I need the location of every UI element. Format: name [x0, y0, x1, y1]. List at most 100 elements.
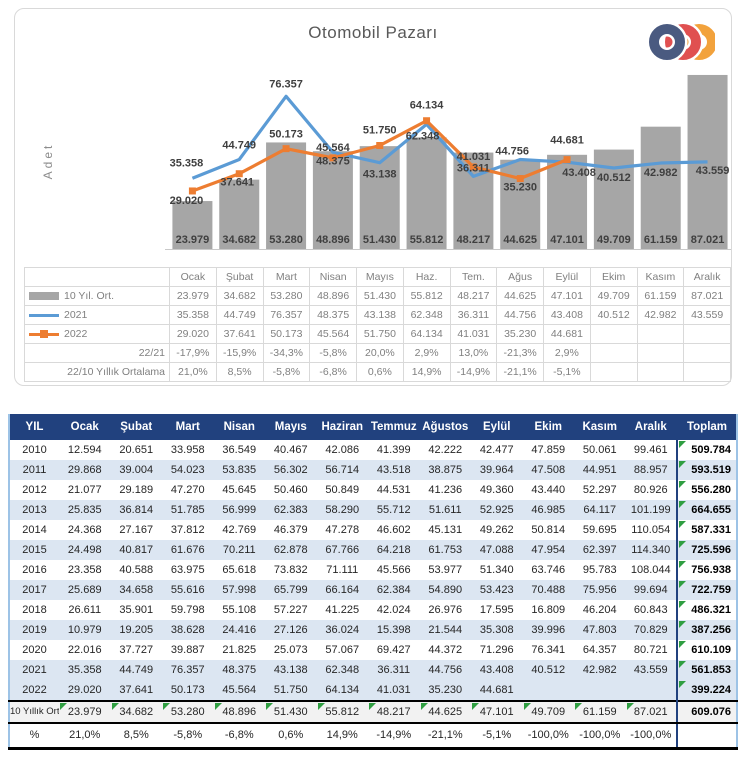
month-value-cell: 24.368: [67, 524, 102, 536]
total-cell: 610.109: [676, 640, 737, 660]
marker-2022: [516, 175, 524, 183]
legend-series-row: 2021 35.358 44.749 76.357 48.375 43.138 62.348…: [24, 305, 731, 325]
month-value-cell: 23.358: [67, 564, 102, 576]
legend-value-cell: 49.709: [589, 286, 638, 306]
label-2022: 41.031: [457, 151, 491, 163]
yearly-column-header: Mayıs: [265, 414, 317, 440]
flag-triangle-icon: [679, 621, 686, 628]
legend-value-cell: 42.982: [636, 305, 685, 325]
line-legend-key-icon: [29, 313, 59, 317]
legend-series-name: 2021: [64, 309, 88, 321]
legend-value-cell: 40.512: [589, 305, 638, 325]
month-value-cell: 42.982: [574, 660, 626, 680]
comparison-value-cell: -15,9%: [215, 343, 264, 363]
label-2021: 43.559: [696, 165, 730, 177]
legend-value-cell: 50.173: [262, 324, 311, 344]
flag-triangle-icon: [679, 501, 686, 508]
total-cell: 509.784: [676, 440, 737, 460]
month-value-cell: 43.138: [265, 660, 317, 680]
month-value-cell: 45.131: [428, 524, 463, 536]
legend-corner-cell: [24, 267, 170, 287]
comparison-value-cell: 0,6%: [356, 362, 404, 382]
label-2022: 35.230: [503, 182, 537, 194]
month-value-cell: 50.849: [325, 484, 360, 496]
year-cell: 2016: [22, 564, 47, 576]
month-value-cell: 99.461: [633, 444, 668, 456]
month-value-cell: 41.236: [428, 484, 463, 496]
month-value-cell: 39.996: [522, 620, 574, 640]
legend-value-cell: 43.559: [683, 305, 731, 325]
yearly-column-header: Ekim: [522, 414, 574, 440]
avg-value-cell: 23.979: [59, 700, 111, 724]
label-2022: 50.173: [269, 129, 303, 141]
year-cell: 2021: [9, 660, 59, 680]
total-cell: 664.655: [676, 500, 737, 520]
label-2022: 45.564: [316, 142, 351, 154]
month-value-cell: 61.753: [419, 540, 471, 560]
bar-data-label: 47.101: [550, 234, 584, 246]
month-value-cell: 71.296: [479, 644, 514, 656]
legend-value-cell: 48.217: [449, 286, 498, 306]
month-value-cell: 71.111: [326, 564, 359, 576]
flag-triangle-icon: [679, 541, 686, 548]
month-value-cell: 42.222: [428, 444, 463, 456]
month-value-cell: [625, 680, 677, 701]
month-value-cell: 57.227: [273, 604, 308, 616]
legend-value-cell: 47.101: [543, 286, 591, 306]
month-value-cell: 40.512: [522, 660, 574, 680]
legend-month-header: Ağus: [496, 267, 544, 287]
total-cell: 486.321: [676, 600, 737, 620]
legend-series-name: 2022: [64, 328, 88, 340]
legend-value-cell: 44.756: [496, 305, 544, 325]
avg-value-cell: 34.682: [110, 700, 162, 724]
month-value-cell: 26.976: [428, 604, 463, 616]
label-2021: 44.749: [222, 140, 256, 152]
month-value-cell: 108.044: [630, 564, 671, 576]
avg-value-cell: 55.812: [316, 700, 368, 724]
month-value-cell: 25.073: [273, 644, 308, 656]
label-2022: 51.750: [363, 125, 397, 137]
month-value-cell: 47.508: [522, 460, 574, 480]
legend-value-cell: 53.280: [262, 286, 311, 306]
total-cell: 387.256: [676, 620, 737, 640]
avg-value-cell: 53.280: [162, 700, 214, 724]
avg-value-cell: 49.709: [522, 700, 574, 724]
flag-triangle-icon: [679, 641, 686, 648]
bar-data-label: 48.896: [316, 234, 350, 246]
month-value-cell: 19.205: [110, 620, 162, 640]
month-value-cell: 44.749: [110, 660, 162, 680]
label-2021: 36.311: [457, 162, 490, 174]
legend-month-header: Aralık: [683, 267, 731, 287]
comparison-value-cell: -5,1%: [543, 362, 591, 382]
legend-series-label: 10 Yıl. Ort.: [24, 286, 170, 306]
flag-triangle-icon: [60, 703, 67, 710]
month-value-cell: 10.979: [59, 620, 111, 640]
yearly-column-header: Ocak: [59, 414, 111, 440]
comparison-value-cell: -34,3%: [262, 343, 311, 363]
month-value-cell: 58.290: [316, 500, 368, 520]
month-value-cell: 54.890: [419, 580, 471, 600]
month-value-cell: 39.887: [170, 644, 205, 656]
legend-value-cell: 45.564: [309, 324, 357, 344]
legend-value-cell: 41.031: [449, 324, 498, 344]
label-2021: 44.756: [495, 145, 529, 157]
month-value-cell: 70.829: [625, 620, 677, 640]
month-value-cell: 64.357: [582, 644, 617, 656]
year-cell: 2017: [9, 580, 59, 600]
month-value-cell: 47.278: [325, 524, 360, 536]
month-value-cell: 42.024: [376, 604, 411, 616]
month-value-cell: 53.977: [428, 564, 463, 576]
month-value-cell: 50.173: [162, 680, 214, 701]
flag-triangle-icon: [679, 461, 686, 468]
month-value-cell: 62.397: [574, 540, 626, 560]
comparison-value-cell: [683, 343, 731, 363]
month-value-cell: 110.054: [631, 524, 671, 536]
bar-10yr-avg: [219, 179, 260, 249]
month-value-cell: 27.167: [119, 524, 154, 536]
month-value-cell: 76.357: [162, 660, 214, 680]
month-value-cell: 22.016: [67, 644, 102, 656]
market-chart: 23.979 34.682 53.280 48.896 51.430 55.812 48.2…: [165, 74, 731, 250]
month-value-cell: 55.712: [368, 500, 420, 520]
month-value-cell: 45.566: [376, 564, 411, 576]
comparison-value-cell: [589, 362, 638, 382]
